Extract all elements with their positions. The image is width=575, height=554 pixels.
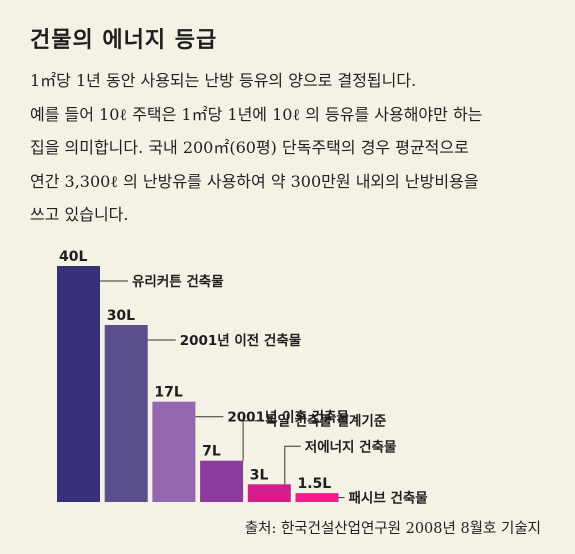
page-title: 건물의 에너지 등급 bbox=[30, 28, 218, 53]
category-label: 2001년 이후 건축물 bbox=[227, 409, 349, 426]
category-label: 독일 건축물 설계기준 bbox=[265, 413, 387, 430]
bar-value-label: 30L bbox=[107, 308, 135, 324]
bar bbox=[152, 401, 196, 502]
bar-value-label: 40L bbox=[59, 249, 87, 265]
description-line: 연간 3,300ℓ 의 난방유를 사용하여 약 300만원 내외의 난방비용을 bbox=[30, 171, 479, 191]
description-line: 예를 들어 10ℓ 주택은 1㎡당 1년에 10ℓ 의 등유를 사용해야만 하는 bbox=[30, 104, 483, 124]
category-label: 유리커튼 건축물 bbox=[132, 273, 224, 290]
description-text: 1㎡당 1년 동안 사용되는 난방 등유의 양으로 결정됩니다. 예를 들어 1… bbox=[30, 64, 560, 232]
bar-value-label: 1.5L bbox=[298, 476, 332, 492]
description-line: 집을 의미합니다. 국내 200㎡(60평) 단독주택의 경우 평균적으로 bbox=[30, 138, 469, 157]
bar bbox=[247, 484, 291, 502]
leader-line bbox=[284, 445, 301, 485]
bar bbox=[200, 460, 244, 502]
bar-value-label: 3L bbox=[250, 467, 269, 483]
description-line: 1㎡당 1년 동안 사용되는 난방 등유의 양으로 결정됩니다. bbox=[30, 71, 417, 90]
category-label: 패시브 건축물 bbox=[349, 490, 428, 507]
leader-line bbox=[242, 420, 262, 461]
category-label: 2001년 이전 건축물 bbox=[180, 332, 302, 349]
description-line: 쓰고 있습니다. bbox=[30, 205, 129, 224]
bar bbox=[104, 325, 148, 502]
bar-value-label: 17L bbox=[154, 385, 182, 401]
source-note: 출처: 한국건설산업연구원 2008년 8월호 기술지 bbox=[244, 521, 541, 537]
bar bbox=[295, 493, 339, 502]
bar-value-label: 7L bbox=[202, 444, 221, 460]
category-label: 저에너지 건축물 bbox=[305, 438, 397, 455]
bar bbox=[57, 266, 100, 502]
